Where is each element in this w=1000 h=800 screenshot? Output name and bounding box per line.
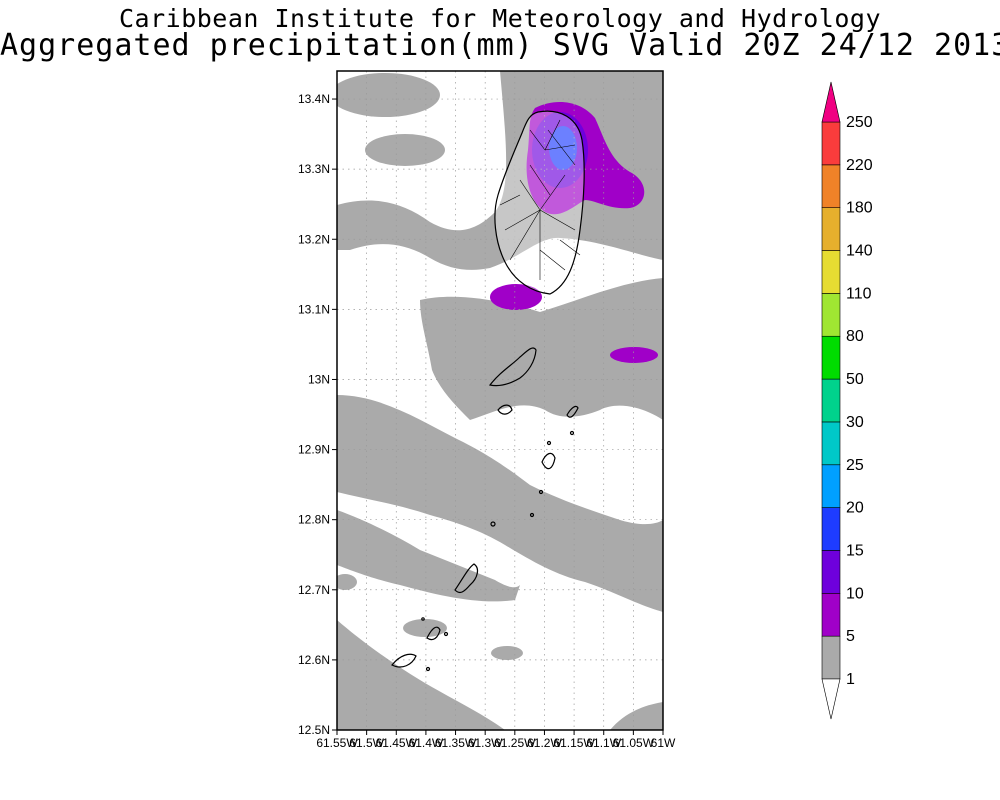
precip-area-1-5mm [337,620,505,730]
precip-area-1-5mm [365,134,445,166]
lat-tick-label: 13.4N [298,92,330,106]
lon-tick-label: 61.35W [435,736,477,750]
union-island [454,563,479,594]
islet [546,440,552,446]
precip-area-1-5mm [420,278,663,420]
mustique-island [497,404,513,415]
legend-swatch [821,164,841,208]
legend-level-label: 50 [846,371,864,388]
map-frame [336,70,664,731]
canouan-island [566,405,579,418]
longitude-axis: 61.55W61.5W61.45W61.4W61.35W61.3W61.25W6… [316,730,676,750]
precip-area-5-10mm [610,347,658,363]
lon-tick-label: 61.5W [349,736,384,750]
legend-swatch [821,335,841,380]
lon-tick-label: 61W [651,736,676,750]
lat-tick-label: 13.3N [298,162,330,176]
lat-tick-label: 12.6N [298,653,330,667]
precipitation-map: 12.5N 12.6N 12.7N 12.8N 12.9N 13N 13.1N 13.2N 13… [298,70,676,750]
lon-tick-label: 61.1W [586,736,621,750]
map-subtitle: Aggregated precipitation(mm) SVG Valid 2… [0,28,1000,63]
legend-level-label: 5 [846,628,855,645]
legend-swatch [821,293,841,337]
lat-tick-label: 12.7N [298,583,330,597]
islet [569,430,575,436]
map-title: Caribbean Institute for Meteorology and … [118,4,881,33]
carriacou-island [426,626,441,641]
legend-level-label: 1 [846,671,855,688]
legend-level-label: 20 [846,500,864,517]
lon-tick-label: 61.45W [376,736,418,750]
precip-area-1-5mm [337,73,440,117]
legend-swatch [821,378,841,423]
legend-swatch [821,635,841,680]
legend-swatch [821,207,841,251]
legend-swatch [821,250,841,294]
precip-area-1-5mm [337,395,663,612]
legend-level-label: 25 [846,457,864,474]
latitude-axis: 12.5N 12.6N 12.7N 12.8N 12.9N 13N 13.1N 13.2N 13… [298,92,337,737]
legend-level-label: 80 [846,328,864,345]
legend-over-arrow [821,81,841,123]
islet [425,666,431,672]
bequia-island [488,347,537,387]
legend-level-label: 220 [846,157,873,174]
islet [443,631,449,637]
lat-tick-label: 12.8N [298,513,330,527]
lon-tick-label: 61.4W [409,736,444,750]
islet [421,617,425,621]
legend-under-arrow [821,678,841,720]
precip-area-1-5mm [337,574,357,590]
precip-area-1-5mm [337,510,520,602]
precip-area-5-10mm [490,284,542,310]
legend-swatch [821,550,841,594]
islet [490,521,496,527]
legend-swatch [821,464,841,508]
precip-area-1-5mm [491,646,523,660]
petite-martinique-island [391,653,417,668]
islet [538,489,544,495]
lat-tick-label: 13.1N [298,302,330,316]
legend-level-label: 140 [846,243,873,260]
lat-tick-label: 13.2N [298,232,330,246]
lon-tick-label: 61.2W [527,736,562,750]
legend-swatch [821,507,841,551]
lat-tick-label: 12.5N [298,723,330,737]
legend-swatch [821,593,841,637]
legend-level-label: 30 [846,414,864,431]
lon-tick-label: 61.25W [494,736,536,750]
lat-tick-label: 12.9N [298,443,330,457]
mayreau-island [541,452,556,470]
precip-area-1-5mm [600,71,663,100]
legend-level-label: 110 [846,285,872,302]
lon-tick-label: 61.55W [316,736,358,750]
legend-swatch [821,421,841,466]
lon-tick-label: 61.3W [468,736,503,750]
lat-tick-label: 13N [308,372,330,386]
precip-area-1-5mm [403,619,447,637]
precip-area-1-5mm [610,702,663,730]
legend-level-label: 15 [846,542,864,559]
legend-level-label: 250 [846,114,873,131]
land-outlines [391,110,585,672]
lon-tick-label: 61.05W [613,736,655,750]
islet [529,512,535,518]
legend-level-label: 10 [846,585,864,602]
lon-tick-label: 61.15W [553,736,595,750]
legend-swatch [821,121,841,166]
legend-level-label: 180 [846,200,873,217]
